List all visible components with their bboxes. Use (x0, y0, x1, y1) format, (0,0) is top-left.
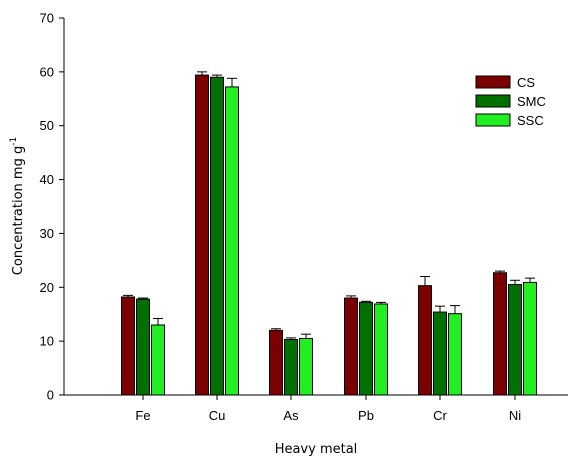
bar-cs-cr (418, 285, 432, 396)
legend-label-cs: CS (517, 75, 535, 90)
bar-smc-as (284, 339, 298, 396)
y-tick-label: 20 (40, 280, 54, 295)
bar-ssc-fe (151, 324, 165, 396)
x-axis-title: Heavy metal (275, 442, 358, 457)
legend-swatch-ssc (475, 113, 511, 127)
y-axis-title: Concentration mg g-1 (9, 137, 26, 275)
y-tick-label: 70 (40, 11, 54, 26)
bar-smc-pb (359, 301, 373, 396)
bar-cs-fe (121, 296, 135, 396)
y-ticks: 0 10 20 30 40 50 60 70 (40, 11, 64, 403)
y-axis-title-main: Concentration mg g (11, 146, 26, 275)
y-axis-title-group: Concentration mg g-1 (9, 137, 26, 275)
bar-ssc-cu (225, 86, 239, 396)
x-axis: Fe Cu As Pb Cr Ni (64, 394, 568, 423)
bar-ssc-pb (374, 303, 388, 396)
x-tick-label: Cu (209, 408, 226, 423)
error-bars-layer (123, 71, 535, 340)
legend: CS SMC SSC (475, 75, 546, 128)
bar-cs-ni (493, 272, 507, 396)
legend-swatch-smc (475, 94, 511, 108)
x-tick-label: As (283, 408, 299, 423)
y-tick-label: 10 (40, 334, 54, 349)
y-tick-label: 60 (40, 64, 54, 79)
bars-layer (121, 74, 537, 396)
bar-cs-pb (344, 297, 358, 396)
x-ticks: Fe Cu As Pb Cr Ni (135, 395, 521, 423)
legend-swatch-cs (475, 75, 511, 89)
y-tick-label: 0 (47, 388, 54, 403)
y-tick-label: 30 (40, 226, 54, 241)
x-tick-label: Fe (135, 408, 150, 423)
x-tick-label: Ni (509, 408, 521, 423)
bar-cs-as (269, 329, 283, 396)
y-axis: 0 10 20 30 40 50 60 70 (40, 11, 65, 403)
x-tick-label: Cr (433, 408, 447, 423)
bar-ssc-ni (523, 281, 537, 396)
y-axis-title-superscript: -1 (9, 137, 19, 146)
legend-label-smc: SMC (517, 94, 546, 109)
bar-ssc-as (299, 337, 313, 396)
bar-smc-ni (508, 284, 522, 396)
bar-ssc-cr (448, 313, 462, 396)
y-tick-label: 40 (40, 172, 54, 187)
legend-label-ssc: SSC (517, 113, 544, 128)
x-tick-label: Pb (358, 408, 374, 423)
y-tick-label: 50 (40, 118, 54, 133)
bar-smc-fe (136, 298, 150, 396)
bar-cs-cu (195, 74, 209, 396)
bar-smc-cu (210, 76, 224, 396)
bar-smc-cr (433, 311, 447, 396)
